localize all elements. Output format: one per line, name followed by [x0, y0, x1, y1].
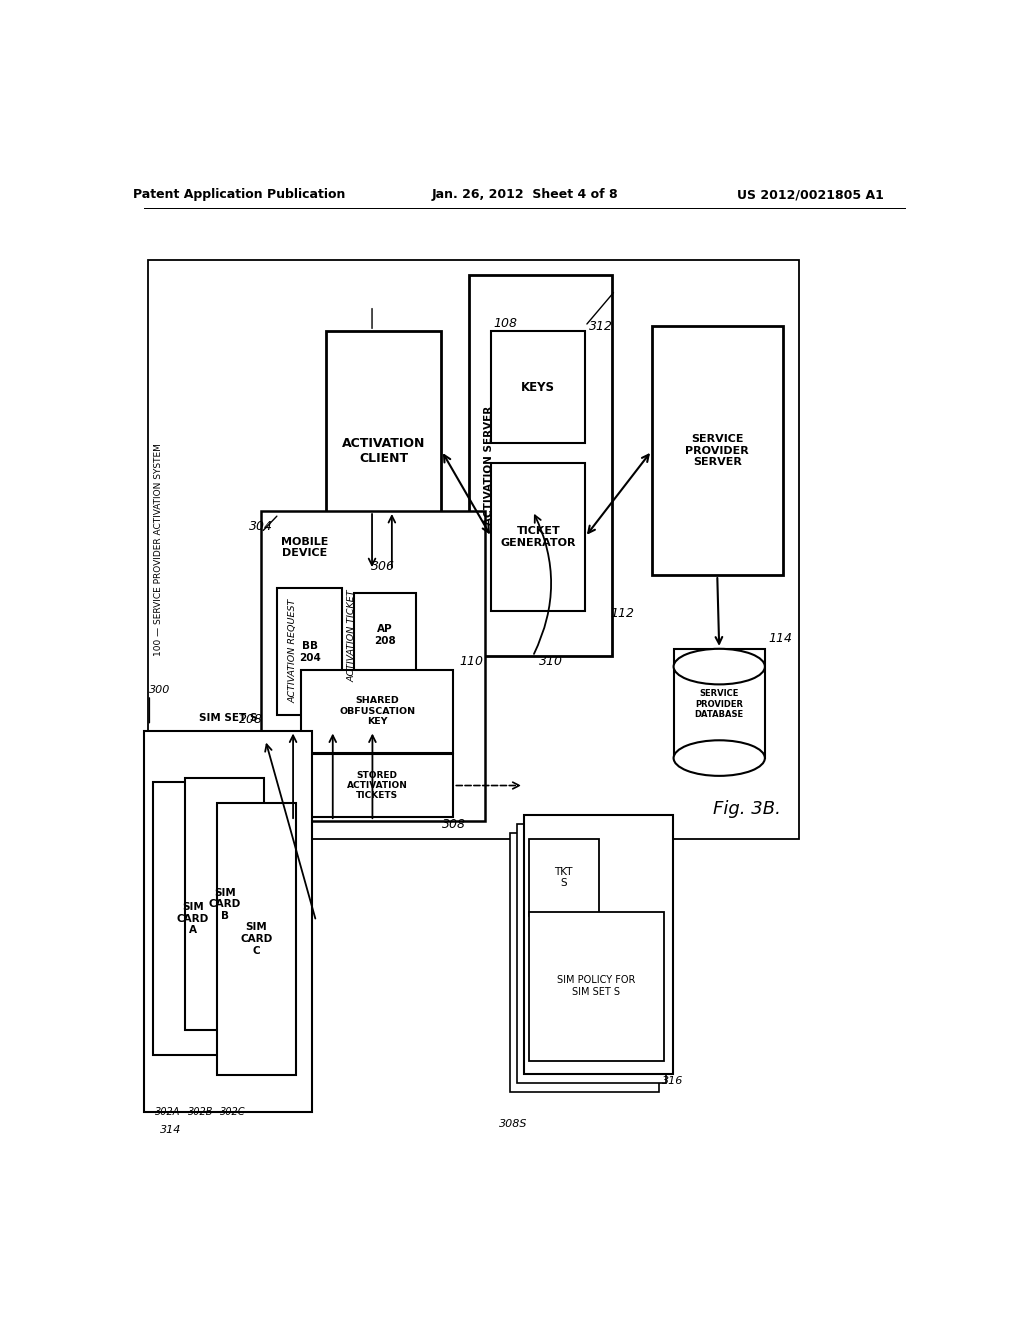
Text: 302A: 302A	[155, 1106, 180, 1117]
Text: MOBILE
DEVICE: MOBILE DEVICE	[282, 536, 329, 558]
Bar	[674, 649, 765, 758]
Text: 100 — SERVICE PROVIDER ACTIVATION SYSTEM: 100 — SERVICE PROVIDER ACTIVATION SYSTEM	[154, 444, 163, 656]
Text: STORED
ACTIVATION
TICKETS: STORED ACTIVATION TICKETS	[347, 771, 408, 800]
Text: ACTIVATION TICKET: ACTIVATION TICKET	[347, 590, 356, 682]
Text: 314: 314	[160, 1125, 181, 1135]
Bar	[524, 814, 673, 1074]
Text: SIM
CARD
B: SIM CARD B	[209, 888, 241, 921]
Text: 306: 306	[371, 561, 395, 573]
Text: 114: 114	[769, 632, 793, 645]
Text: SIM POLICY FOR
SIM SET S: SIM POLICY FOR SIM SET S	[557, 975, 636, 997]
Bar	[143, 731, 312, 1111]
Bar	[278, 589, 342, 715]
Bar	[327, 331, 441, 570]
Text: US 2012/0021805 A1: US 2012/0021805 A1	[737, 189, 884, 202]
Text: ACTIVATION SERVER: ACTIVATION SERVER	[484, 407, 495, 525]
Text: 312: 312	[589, 319, 613, 333]
Bar	[652, 326, 782, 576]
Text: 110: 110	[460, 655, 483, 668]
Text: 302B: 302B	[187, 1106, 213, 1117]
Bar	[528, 912, 664, 1061]
Text: 304: 304	[249, 520, 272, 533]
Text: ACTIVATION
CLIENT: ACTIVATION CLIENT	[342, 437, 426, 465]
Text: 108: 108	[494, 317, 517, 330]
Text: SERVICE
PROVIDER
DATABASE: SERVICE PROVIDER DATABASE	[694, 689, 743, 719]
Text: 308: 308	[441, 817, 466, 830]
Bar	[492, 463, 585, 611]
Bar	[261, 511, 485, 821]
Text: TKT
S: TKT S	[554, 867, 573, 888]
Bar	[524, 814, 673, 1074]
Text: ACTIVATION REQUEST: ACTIVATION REQUEST	[289, 599, 298, 704]
Text: Jan. 26, 2012  Sheet 4 of 8: Jan. 26, 2012 Sheet 4 of 8	[431, 189, 618, 202]
Text: SHARED
OBFUSCATION
KEY: SHARED OBFUSCATION KEY	[339, 697, 416, 726]
Text: SERVICE
PROVIDER
SERVER: SERVICE PROVIDER SERVER	[685, 434, 750, 467]
Text: TICKET
GENERATOR: TICKET GENERATOR	[501, 527, 577, 548]
Bar	[147, 260, 799, 840]
Bar	[301, 669, 454, 752]
Bar	[301, 754, 454, 817]
Text: SIM
CARD
C: SIM CARD C	[241, 923, 272, 956]
Text: 208: 208	[240, 713, 263, 726]
Text: 302C: 302C	[220, 1106, 246, 1117]
Bar	[354, 594, 416, 677]
Bar	[185, 779, 264, 1031]
Text: AP
208: AP 208	[374, 624, 396, 645]
Bar	[492, 331, 585, 444]
Bar	[217, 803, 296, 1076]
Bar	[510, 833, 658, 1093]
Text: BB
204: BB 204	[299, 642, 321, 663]
Bar	[517, 824, 666, 1084]
Text: Patent Application Publication: Patent Application Publication	[133, 189, 345, 202]
Text: KEYS: KEYS	[521, 380, 555, 393]
Bar	[154, 783, 232, 1055]
Text: 308S: 308S	[499, 1119, 527, 1129]
Text: Fig. 3B.: Fig. 3B.	[713, 800, 781, 818]
Text: 310: 310	[539, 655, 563, 668]
Bar	[469, 276, 612, 656]
Text: 316: 316	[663, 1076, 683, 1086]
Ellipse shape	[674, 649, 765, 684]
Text: SIM SET S: SIM SET S	[199, 713, 257, 723]
Text: 112: 112	[610, 607, 635, 620]
Text: 300: 300	[150, 685, 171, 694]
Bar	[528, 840, 599, 916]
Text: SIM
CARD
A: SIM CARD A	[177, 902, 209, 936]
Ellipse shape	[674, 741, 765, 776]
